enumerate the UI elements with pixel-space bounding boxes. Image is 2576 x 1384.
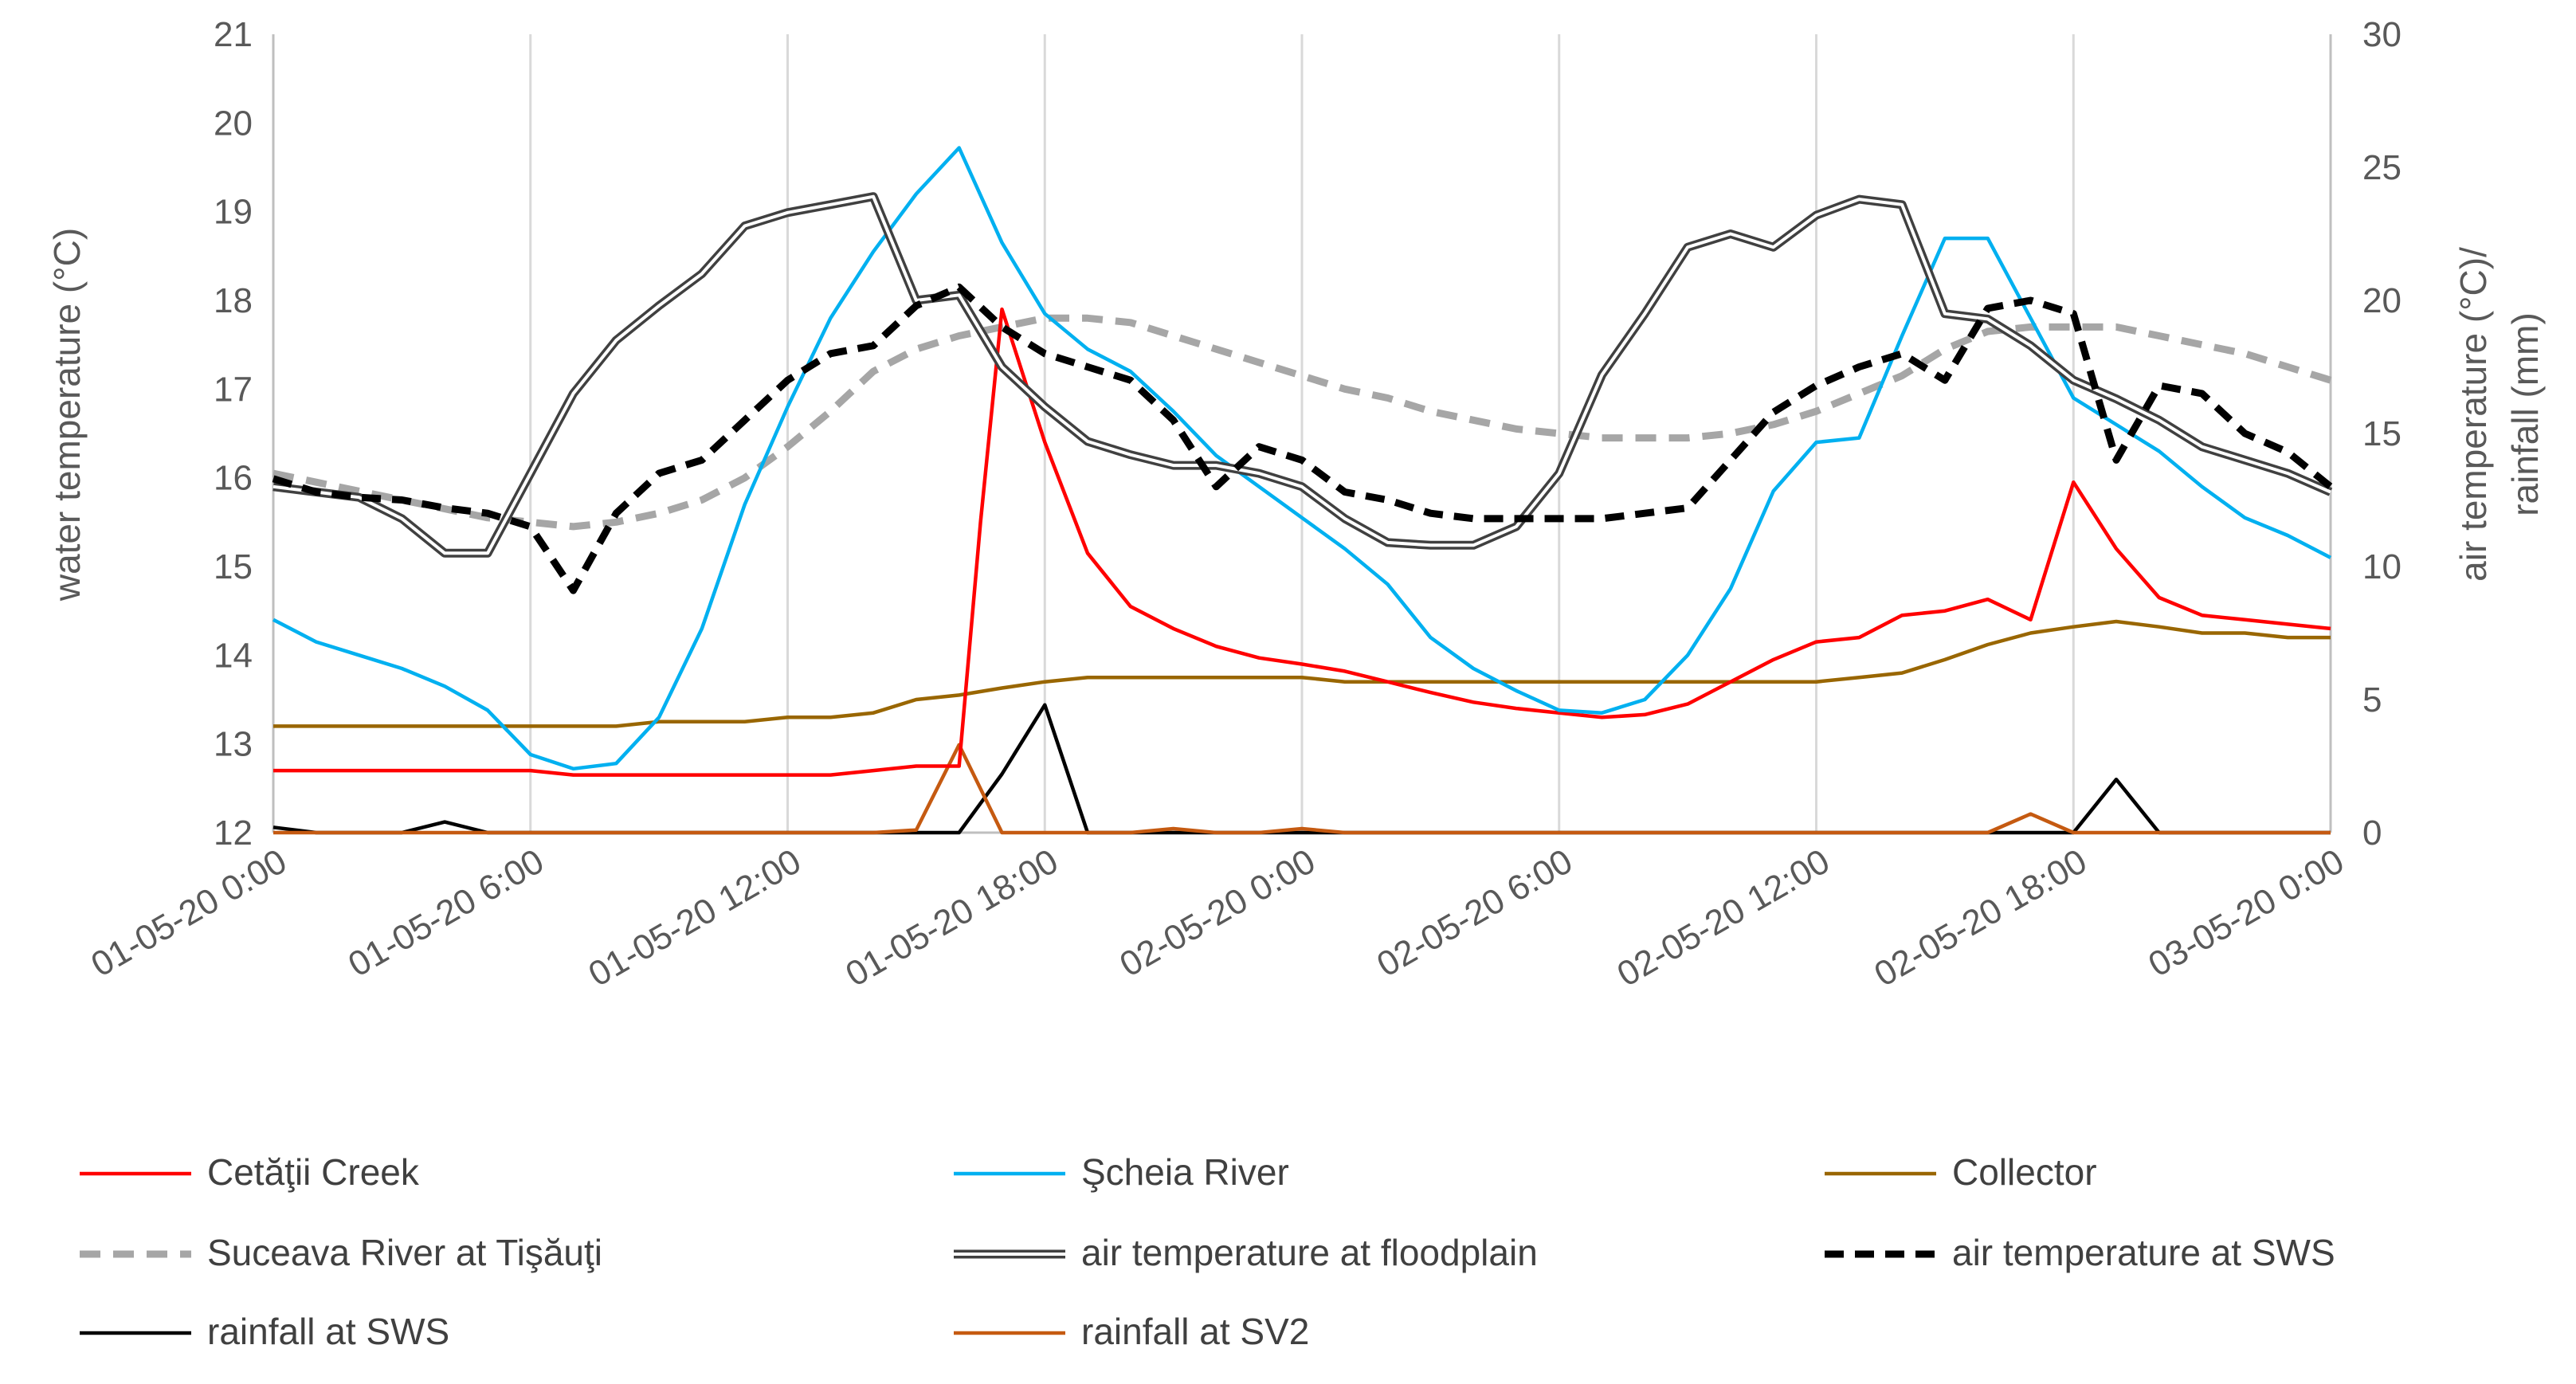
y-right-tick-label: 20 xyxy=(2362,281,2402,320)
legend-label: Collector xyxy=(1952,1151,2097,1193)
series-lines xyxy=(272,146,2333,835)
series-7 xyxy=(273,743,2331,835)
y-left-tick-label: 12 xyxy=(214,814,253,853)
y-left-tick-label: 20 xyxy=(214,104,253,143)
series-line xyxy=(273,743,2331,835)
x-tick-label: 02-05-20 18:00 xyxy=(1868,841,2093,994)
x-tick-label: 02-05-20 0:00 xyxy=(1113,841,1322,984)
y-left-tick-label: 19 xyxy=(214,193,253,232)
y-right-tick-label: 0 xyxy=(2362,814,2382,853)
series-line xyxy=(272,314,2332,531)
series-line xyxy=(273,619,2331,728)
legend-entry: air temperature at floodplain xyxy=(954,1232,1538,1273)
x-tick-label: 02-05-20 12:00 xyxy=(1611,841,1837,994)
y-left-tick-label: 18 xyxy=(214,281,253,320)
x-tick-label: 01-05-20 18:00 xyxy=(839,841,1065,994)
legend-label: air temperature at SWS xyxy=(1952,1232,2335,1273)
legend-entry: Collector xyxy=(1825,1151,2097,1193)
legend-label: rainfall at SWS xyxy=(207,1311,449,1352)
x-tick-label: 03-05-20 0:00 xyxy=(2142,841,2351,984)
series-1 xyxy=(272,146,2332,771)
legend-label: Cetăţii Creek xyxy=(207,1151,420,1193)
series-0 xyxy=(273,307,2331,777)
series-line xyxy=(273,307,2331,777)
legend-entry: rainfall at SWS xyxy=(80,1311,449,1352)
y-axis-left-title: water temperature (°C) xyxy=(46,228,88,602)
series-line xyxy=(272,194,2331,555)
y-right-tick-label: 30 xyxy=(2362,15,2402,54)
legend-entry: air temperature at SWS xyxy=(1825,1232,2335,1273)
legend-entry: Suceava River at Tişăuţi xyxy=(80,1232,602,1273)
series-3 xyxy=(272,314,2332,531)
legend-label: Suceava River at Tişăuţi xyxy=(207,1232,602,1273)
legend-label: rainfall at SV2 xyxy=(1081,1311,1309,1352)
series-line xyxy=(272,283,2333,594)
y-left-tick-label: 16 xyxy=(214,459,253,498)
x-tick-label: 01-05-20 12:00 xyxy=(582,841,808,994)
y-right-tick-label: 10 xyxy=(2362,547,2402,586)
y-left-tick-label: 17 xyxy=(214,370,253,409)
legend-label: Şcheia River xyxy=(1081,1151,1289,1193)
legend-entry: Şcheia River xyxy=(954,1151,1289,1193)
x-tick-label: 01-05-20 6:00 xyxy=(342,841,551,984)
series-2 xyxy=(273,619,2331,728)
y-right-tick-label: 25 xyxy=(2362,148,2402,187)
legend: Cetăţii Creek Şcheia River Collector Suceav… xyxy=(80,1151,2335,1352)
legend-entry: Cetăţii Creek xyxy=(80,1151,420,1193)
series-5 xyxy=(272,283,2333,594)
y-left-tick-label: 15 xyxy=(214,547,253,586)
y-left-tick-label: 13 xyxy=(214,725,253,764)
x-tick-label: 01-05-20 0:00 xyxy=(84,841,293,984)
series-line xyxy=(272,146,2332,771)
y-left-tick-label: 14 xyxy=(214,636,253,675)
x-tick-label: 02-05-20 6:00 xyxy=(1370,841,1579,984)
y-axis-right-title-line2: rainfall (mm) xyxy=(2504,312,2546,516)
legend-label: air temperature at floodplain xyxy=(1081,1232,1538,1273)
y-axis-right-title-line1: air temperature (°C)/ xyxy=(2452,247,2494,582)
y-left-tick-label: 21 xyxy=(214,15,253,54)
legend-entry: rainfall at SV2 xyxy=(954,1311,1309,1352)
y-right-tick-label: 5 xyxy=(2362,680,2382,719)
series-4 xyxy=(272,192,2333,558)
y-right-tick-label: 15 xyxy=(2362,414,2402,453)
grid-lines xyxy=(272,34,2332,833)
